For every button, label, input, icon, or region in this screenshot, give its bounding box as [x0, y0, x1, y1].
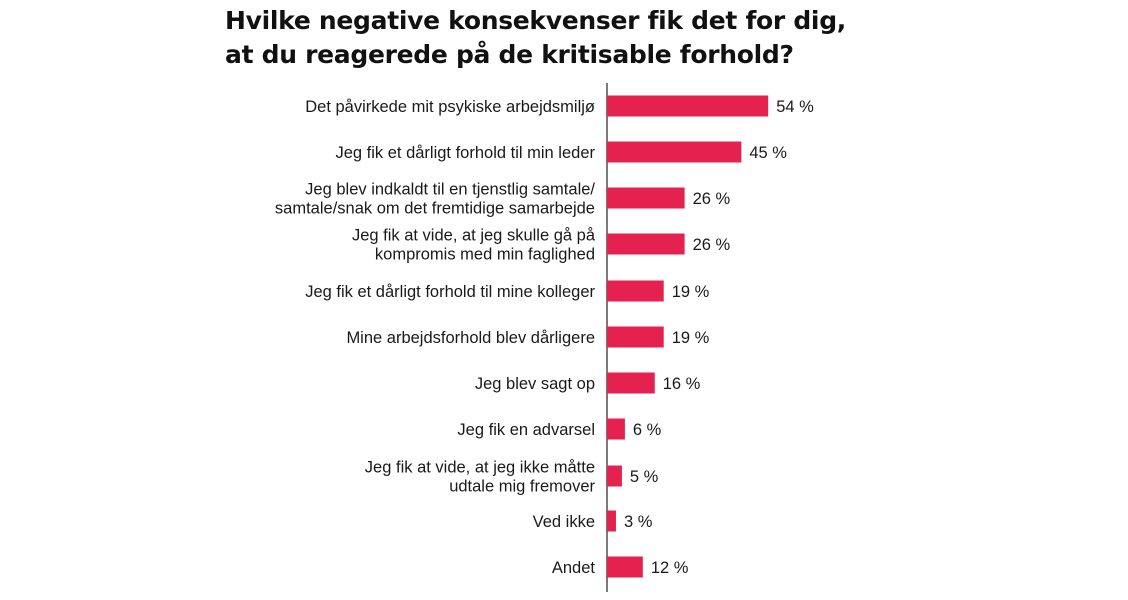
- value-label-3: 26 %: [693, 190, 731, 208]
- bar-10: [607, 510, 616, 532]
- value-label-4: 26 %: [693, 236, 731, 254]
- bar-5: [607, 280, 664, 302]
- value-label-1: 54 %: [776, 98, 814, 116]
- bar-7: [607, 372, 655, 394]
- category-label-6: Mine arbejdsforhold blev dårligere: [346, 329, 595, 347]
- bar-1: [607, 95, 769, 117]
- bar-9: [607, 465, 622, 487]
- bar-6: [607, 326, 664, 348]
- value-label-5: 19 %: [672, 283, 710, 301]
- category-label-11: Andet: [552, 559, 596, 577]
- category-label-3: Jeg blev indkaldt til en tjenstlig samta…: [275, 181, 595, 218]
- value-label-8: 6 %: [633, 421, 662, 439]
- category-label-9: Jeg fik at vide, at jeg ikke måtte udtale…: [365, 459, 596, 496]
- value-label-7: 16 %: [663, 375, 701, 393]
- chart-title-line-2: at du reagerede på de kritisable forhold…: [225, 40, 794, 69]
- value-label-9: 5 %: [630, 468, 659, 486]
- category-label-4: Jeg fik at vide, at jeg skulle gå på komp…: [352, 227, 596, 264]
- bar-11: [607, 556, 643, 578]
- bar-4: [607, 233, 685, 255]
- category-label-5: Jeg fik et dårligt forhold til mine koll…: [305, 283, 595, 301]
- category-label-2: Jeg fik et dårligt forhold til min leder: [335, 144, 595, 162]
- value-label-10: 3 %: [624, 513, 653, 531]
- value-label-6: 19 %: [672, 329, 710, 347]
- category-label-10: Ved ikke: [533, 513, 595, 531]
- bar-3: [607, 187, 685, 209]
- category-label-1: Det påvirkede mit psykiske arbejdsmiljø: [305, 98, 595, 116]
- chart-title-line-1: Hvilke negative konsekvenser fik det for…: [225, 6, 846, 35]
- chart-title: Hvilke negative konsekvenser fik det for…: [225, 4, 925, 72]
- bar-8: [607, 418, 625, 440]
- category-label-7: Jeg blev sagt op: [475, 375, 595, 393]
- bar-2: [607, 141, 742, 163]
- value-label-11: 12 %: [651, 559, 689, 577]
- value-label-2: 45 %: [749, 144, 787, 162]
- category-label-8: Jeg fik en advarsel: [457, 421, 595, 439]
